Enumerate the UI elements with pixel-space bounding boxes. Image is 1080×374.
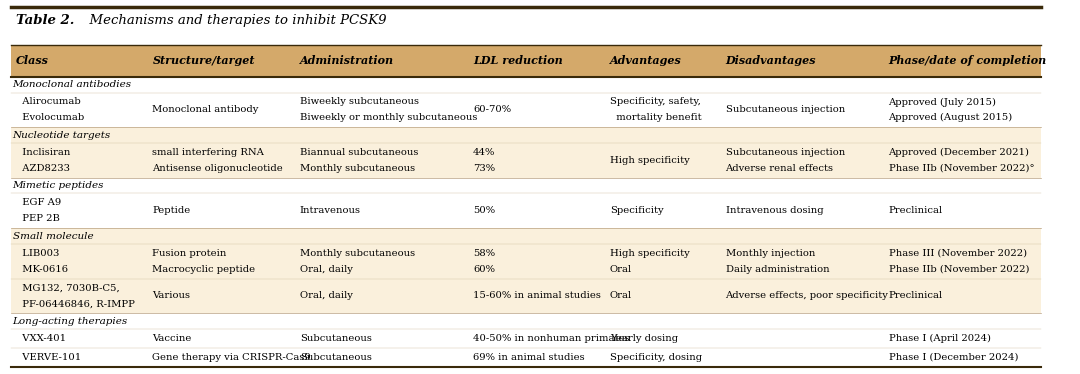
Text: VERVE-101: VERVE-101 [16, 353, 81, 362]
Text: 15-60% in animal studies: 15-60% in animal studies [473, 291, 602, 300]
Text: Long-acting therapies: Long-acting therapies [13, 317, 127, 326]
Bar [11, 228, 1041, 244]
Text: Phase I (April 2024): Phase I (April 2024) [889, 334, 990, 343]
Text: Table 2.: Table 2. [16, 14, 75, 27]
Text: Adverse effects, poor specificity: Adverse effects, poor specificity [726, 291, 889, 300]
Bar [11, 178, 1041, 193]
Text: 60-70%: 60-70% [473, 105, 511, 114]
Text: Daily administration: Daily administration [726, 265, 829, 274]
Bar [11, 143, 1041, 178]
Text: Class: Class [16, 55, 49, 66]
Bar [11, 127, 1041, 143]
Text: AZD8233: AZD8233 [16, 164, 70, 173]
Bar [11, 45, 1041, 77]
Text: mortality benefit: mortality benefit [610, 113, 702, 122]
Text: Oral: Oral [610, 265, 632, 274]
Bar [11, 92, 1041, 127]
Text: Oral, daily: Oral, daily [299, 265, 352, 274]
Text: Monthly injection: Monthly injection [726, 249, 815, 258]
Text: LDL reduction: LDL reduction [473, 55, 563, 66]
Bar [11, 329, 1041, 348]
Text: Preclinical: Preclinical [889, 206, 943, 215]
Text: Nucleotide targets: Nucleotide targets [13, 131, 111, 140]
Text: Approved (August 2015): Approved (August 2015) [889, 113, 1013, 122]
Text: Peptide: Peptide [152, 206, 191, 215]
Text: Inclisiran: Inclisiran [16, 148, 70, 157]
Text: Monoclonal antibody: Monoclonal antibody [152, 105, 259, 114]
Text: Preclinical: Preclinical [889, 291, 943, 300]
Text: Evolocumab: Evolocumab [16, 113, 84, 122]
Text: Subcutaneous injection: Subcutaneous injection [726, 148, 845, 157]
Text: Phase IIb (November 2022): Phase IIb (November 2022) [889, 265, 1029, 274]
Text: PF-06446846, R-IMPP: PF-06446846, R-IMPP [16, 299, 135, 308]
Text: Intravenous: Intravenous [299, 206, 361, 215]
Text: Phase IIb (November 2022)°: Phase IIb (November 2022)° [889, 164, 1035, 173]
Text: Subcutaneous injection: Subcutaneous injection [726, 105, 845, 114]
Text: Phase I (December 2024): Phase I (December 2024) [889, 353, 1018, 362]
Text: Monoclonal antibodies: Monoclonal antibodies [13, 80, 132, 89]
Text: Phase/date of completion: Phase/date of completion [889, 55, 1047, 66]
Text: Subcutaneous: Subcutaneous [299, 353, 372, 362]
Text: Mimetic peptides: Mimetic peptides [13, 181, 104, 190]
Text: High specificity: High specificity [610, 249, 690, 258]
Text: Structure/target: Structure/target [152, 55, 255, 66]
Bar [11, 279, 1041, 313]
Text: Specificity, safety,: Specificity, safety, [610, 98, 701, 107]
Text: Mechanisms and therapies to inhibit PCSK9: Mechanisms and therapies to inhibit PCSK… [81, 14, 387, 27]
Text: Yearly dosing: Yearly dosing [610, 334, 678, 343]
Bar [11, 193, 1041, 228]
Text: 60%: 60% [473, 265, 495, 274]
Text: Phase III (November 2022): Phase III (November 2022) [889, 249, 1027, 258]
Text: VXX-401: VXX-401 [16, 334, 66, 343]
Bar [11, 77, 1041, 92]
Text: High specificity: High specificity [610, 156, 690, 165]
Text: Monthly subcutaneous: Monthly subcutaneous [299, 249, 415, 258]
Text: Macrocyclic peptide: Macrocyclic peptide [152, 265, 256, 274]
Bar [11, 244, 1041, 279]
Text: 73%: 73% [473, 164, 496, 173]
Text: Vaccine: Vaccine [152, 334, 192, 343]
Text: 40-50% in nonhuman primates: 40-50% in nonhuman primates [473, 334, 630, 343]
Text: Biannual subcutaneous: Biannual subcutaneous [299, 148, 418, 157]
Text: Advantages: Advantages [610, 55, 681, 66]
Text: Monthly subcutaneous: Monthly subcutaneous [299, 164, 415, 173]
Bar [11, 313, 1041, 329]
Text: Specificity, dosing: Specificity, dosing [610, 353, 702, 362]
Text: MK-0616: MK-0616 [16, 265, 68, 274]
Text: Adverse renal effects: Adverse renal effects [726, 164, 834, 173]
Text: Specificity: Specificity [610, 206, 663, 215]
Text: Administration: Administration [299, 55, 394, 66]
Bar [11, 348, 1041, 367]
Text: Gene therapy via CRISPR-Cas9: Gene therapy via CRISPR-Cas9 [152, 353, 311, 362]
Text: Approved (July 2015): Approved (July 2015) [889, 97, 997, 107]
Text: Various: Various [152, 291, 190, 300]
Text: Biweekly subcutaneous: Biweekly subcutaneous [299, 98, 419, 107]
Text: MG132, 7030B-C5,: MG132, 7030B-C5, [16, 283, 120, 292]
Text: 58%: 58% [473, 249, 496, 258]
Text: Small molecule: Small molecule [13, 232, 93, 240]
Text: Intravenous dosing: Intravenous dosing [726, 206, 823, 215]
Text: LIB003: LIB003 [16, 249, 59, 258]
Text: 69% in animal studies: 69% in animal studies [473, 353, 584, 362]
Text: Antisense oligonucleotide: Antisense oligonucleotide [152, 164, 283, 173]
Text: Alirocumab: Alirocumab [16, 98, 81, 107]
Text: small interfering RNA: small interfering RNA [152, 148, 265, 157]
Text: 44%: 44% [473, 148, 496, 157]
Text: Approved (December 2021): Approved (December 2021) [889, 148, 1029, 157]
Text: Fusion protein: Fusion protein [152, 249, 227, 258]
Text: EGF A9: EGF A9 [16, 199, 62, 208]
Text: PEP 2B: PEP 2B [16, 214, 59, 223]
Text: Disadvantages: Disadvantages [726, 55, 816, 66]
Text: Subcutaneous: Subcutaneous [299, 334, 372, 343]
Text: Oral: Oral [610, 291, 632, 300]
Text: Biweekly or monthly subcutaneous: Biweekly or monthly subcutaneous [299, 113, 477, 122]
Text: 50%: 50% [473, 206, 496, 215]
Text: Oral, daily: Oral, daily [299, 291, 352, 300]
